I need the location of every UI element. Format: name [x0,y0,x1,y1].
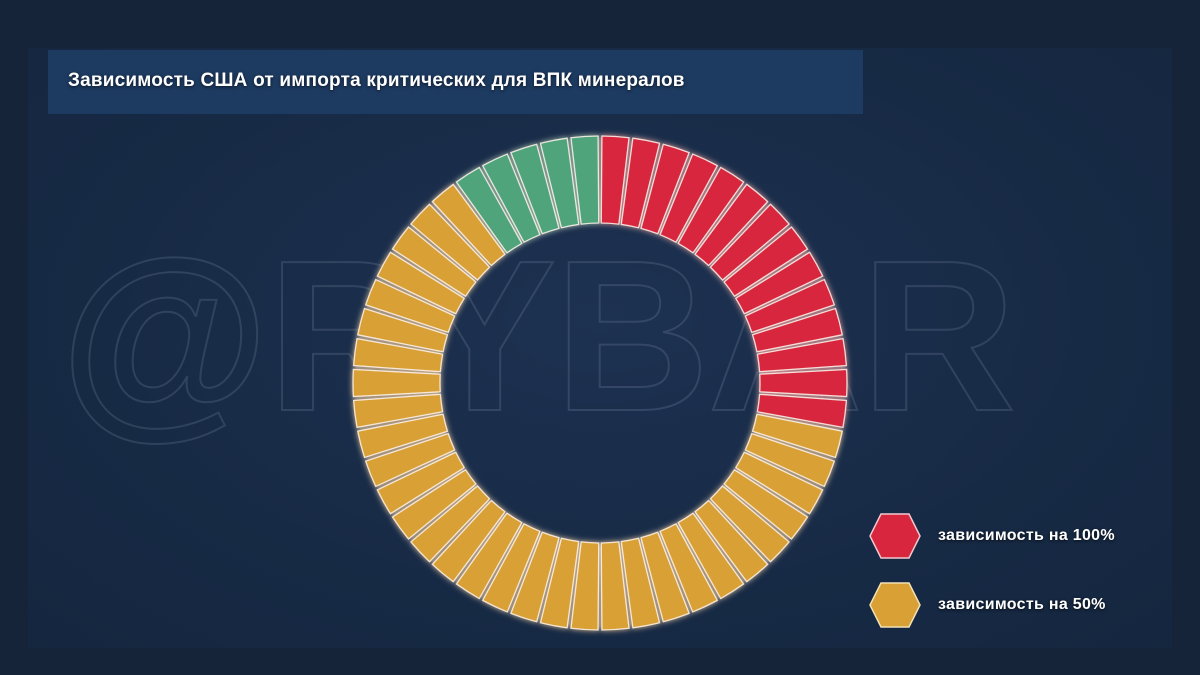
donut-segment [659,522,719,613]
donut-segment [391,468,477,540]
donut-segment [744,278,836,334]
donut-segment [410,203,491,281]
donut-segment [600,541,630,631]
donut-segment [723,226,809,298]
chart-panel [28,48,1172,648]
donut-segment [751,307,844,353]
donut-segment [756,337,848,373]
donut-segment [677,166,745,254]
donut-segment [734,251,824,315]
hexagon-icon [869,513,921,559]
donut-segment [352,337,444,373]
donut-segment [356,413,449,459]
donut-segment [352,368,441,398]
donut-segment [751,413,844,459]
donut-segment [570,541,600,631]
hexagon-icon [869,582,921,628]
donut-segment [431,183,506,267]
donut-segment [723,468,809,540]
donut-segment [640,143,690,235]
donut-segment [481,522,541,613]
donut-segment [410,485,491,563]
legend-label: зависимость на 50% [938,596,1106,613]
chart-title: Зависимость США от импорта критических д… [68,70,685,91]
legend-item-100: зависимость на 100% [868,512,1115,560]
donut-segment [734,451,824,515]
donut-segment [455,512,523,600]
legend-label: зависимость на 100% [938,527,1115,544]
donut-segment [391,226,477,298]
donut-segment [620,537,661,629]
donut-segment [709,203,790,281]
donut-segment [694,499,769,583]
donut-segment [539,137,580,229]
donut-segment [620,137,661,229]
title-bar [48,50,863,114]
donut-segment [352,393,444,429]
donut-segment [744,432,836,488]
donut-segment [455,166,523,254]
donut-segment [759,368,848,398]
donut-segment [600,135,630,225]
donut-segment [709,485,790,563]
donut-segment [481,153,541,244]
donut-segment [677,512,745,600]
donut-segment [356,307,449,353]
donut-segment [570,135,600,225]
legend-item-50: зависимость на 50% [868,581,1106,629]
donut-segment [640,531,690,623]
watermark-logo: @RYBAR [59,215,1017,456]
donut-segment [694,183,769,267]
donut-segment [376,251,466,315]
donut-segment [364,432,456,488]
donut-segment [510,531,560,623]
donut-segment [756,393,848,429]
donut-segment [364,278,456,334]
donut-segment [431,499,506,583]
donut-segment [659,153,719,244]
donut-segment [376,451,466,515]
donut-segment [510,143,560,235]
donut-segment [539,537,580,629]
